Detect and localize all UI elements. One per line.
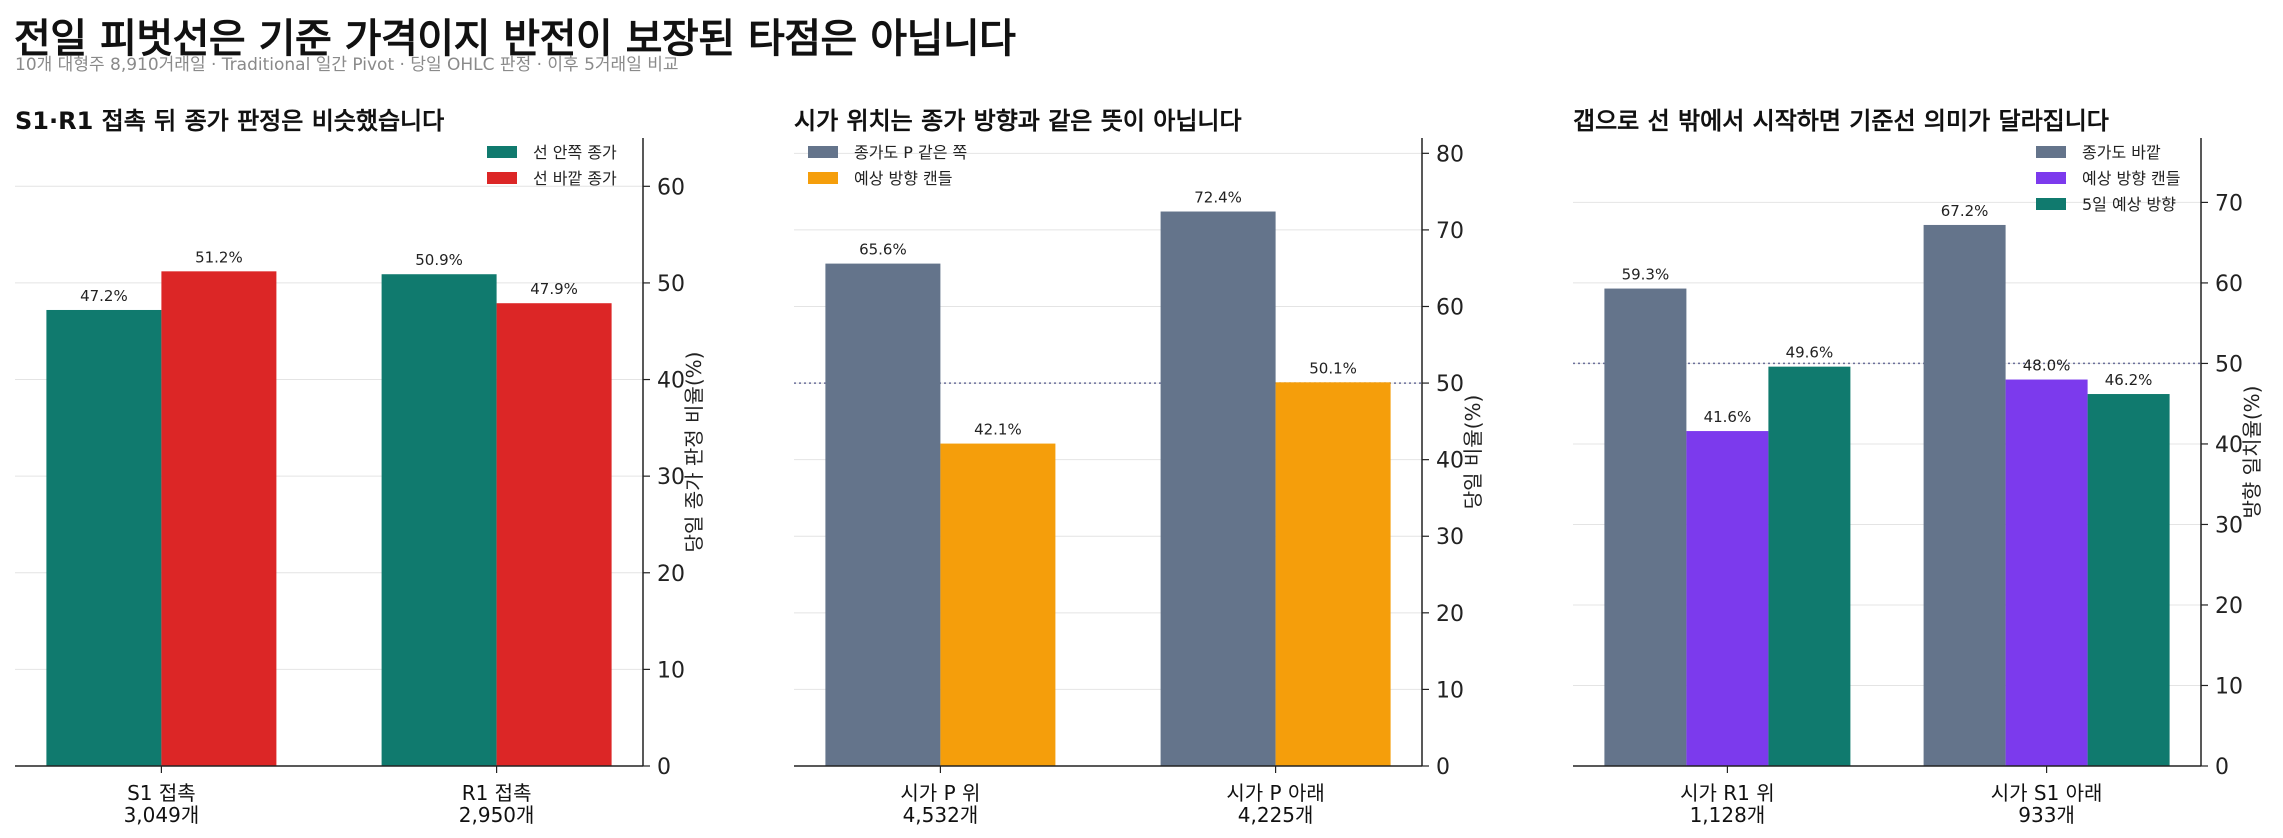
bar [1275, 382, 1391, 766]
legend-label: 선 안쪽 종가 [533, 143, 617, 162]
bar-label: 46.2% [2105, 371, 2153, 389]
bar [1768, 366, 1851, 766]
y-tick-label: 20 [657, 562, 685, 587]
bar [1160, 211, 1276, 766]
y-tick-label: 10 [657, 658, 685, 683]
y-tick-label: 80 [1436, 142, 1464, 167]
y-tick-label: 0 [2215, 755, 2229, 780]
y-tick-label: 20 [2215, 594, 2243, 619]
panel-3-chart: 0 10 20 30 40 50 60 70 59.3% 67.2% 41.6% 48.0% 49.6%… [1573, 138, 2264, 827]
y-tick-label: 10 [2215, 674, 2243, 699]
page-title: 전일 피벗선은 기준 가격이지 반전이 보장된 타점은 아닙니다 [14, 16, 1016, 62]
bar-label: 67.2% [1941, 202, 1989, 220]
bar [1686, 431, 1769, 766]
y-tick-label: 40 [657, 369, 685, 394]
y-tick-label: 50 [657, 272, 685, 297]
bar [161, 271, 277, 766]
legend-swatch [2036, 146, 2066, 158]
y-tick-label: 0 [657, 755, 671, 780]
bar-label: 47.2% [80, 287, 128, 305]
x-tick-label: 시가 S1 아래 [1991, 781, 2103, 805]
bar-label: 59.3% [1622, 266, 1670, 284]
y-axis-label: 당일 종가 판정 비율(%) [682, 352, 706, 553]
legend-swatch [2036, 198, 2066, 210]
bar-label: 50.9% [415, 251, 463, 269]
y-tick-label: 70 [2215, 191, 2243, 216]
legend-swatch [487, 146, 517, 158]
x-tick-count: 3,049개 [124, 803, 200, 827]
y-tick-label: 30 [2215, 513, 2243, 538]
x-tick-count: 4,532개 [903, 803, 979, 827]
panel-1-title: S1·R1 접촉 뒤 종가 판정은 비슷했습니다 [15, 107, 445, 135]
x-tick-label: 시가 P 아래 [1226, 781, 1324, 805]
bar-label: 47.9% [530, 280, 578, 298]
legend-label: 종가도 P 같은 쪽 [854, 143, 967, 162]
legend-label: 종가도 바깥 [2082, 143, 2161, 162]
bar [46, 309, 162, 766]
y-tick-label: 60 [657, 175, 685, 200]
y-tick-label: 30 [1436, 525, 1464, 550]
legend-label: 예상 방향 캔들 [2082, 169, 2181, 188]
y-tick-label: 60 [1436, 295, 1464, 320]
bar [2005, 379, 2088, 766]
bar-label: 51.2% [195, 248, 243, 266]
x-tick-count: 2,950개 [459, 803, 535, 827]
y-tick-label: 50 [1436, 372, 1464, 397]
legend-swatch [487, 172, 517, 184]
bar-label: 42.1% [974, 421, 1022, 439]
bar [2087, 394, 2170, 766]
legend-label: 예상 방향 캔들 [854, 169, 953, 188]
bar [1923, 224, 2006, 766]
bar-label: 50.1% [1309, 359, 1357, 377]
bar [825, 263, 941, 766]
y-tick-label: 30 [657, 465, 685, 490]
y-tick-label: 0 [1436, 755, 1450, 780]
x-tick-count: 933개 [2018, 803, 2075, 827]
panel-2-title: 시가 위치는 종가 방향과 같은 뜻이 아닙니다 [794, 107, 1242, 135]
bar [940, 443, 1056, 766]
legend-label: 5일 예상 방향 [2082, 195, 2176, 214]
panel-2-chart: 0 10 20 30 40 50 60 70 80 65.6% 72.4% 42.1% 50.1% 시가 … [794, 138, 1485, 827]
x-tick-count: 4,225개 [1238, 803, 1314, 827]
x-tick-count: 1,128개 [1690, 803, 1766, 827]
x-tick-label: R1 접촉 [462, 781, 532, 805]
y-axis-label: 방향 일치율(%) [2240, 386, 2264, 519]
bar [496, 303, 612, 766]
bar [381, 274, 497, 766]
bar-label: 49.6% [1786, 344, 1834, 362]
y-tick-label: 70 [1436, 219, 1464, 244]
x-tick-label: 시가 P 위 [900, 781, 980, 805]
y-axis-label: 당일 비율(%) [1461, 395, 1485, 510]
bar-label: 41.6% [1704, 408, 1752, 426]
y-tick-label: 10 [1436, 678, 1464, 703]
legend-swatch [808, 146, 838, 158]
bar [1604, 288, 1687, 766]
x-tick-label: S1 접촉 [127, 781, 196, 805]
legend-label: 선 바깥 종가 [533, 169, 617, 188]
bar-label: 72.4% [1194, 189, 1242, 207]
bar-label: 65.6% [859, 241, 907, 259]
y-tick-label: 40 [1436, 449, 1464, 474]
y-tick-label: 60 [2215, 272, 2243, 297]
legend-swatch [2036, 172, 2066, 184]
y-tick-label: 40 [2215, 433, 2243, 458]
y-tick-label: 50 [2215, 352, 2243, 377]
page-subtitle: 10개 대형주 8,910거래일 · Traditional 일간 Pivot … [15, 55, 679, 75]
panel-3-title: 갭으로 선 밖에서 시작하면 기준선 의미가 달라집니다 [1573, 107, 2109, 135]
y-tick-label: 20 [1436, 602, 1464, 627]
x-tick-label: 시가 R1 위 [1680, 781, 1775, 805]
bar-label: 48.0% [2023, 357, 2071, 375]
legend-swatch [808, 172, 838, 184]
panel-1-chart: 0 10 20 30 40 50 60 47.2% 50.9% 51.2% 47.9% S1 접촉3,… [15, 138, 706, 827]
